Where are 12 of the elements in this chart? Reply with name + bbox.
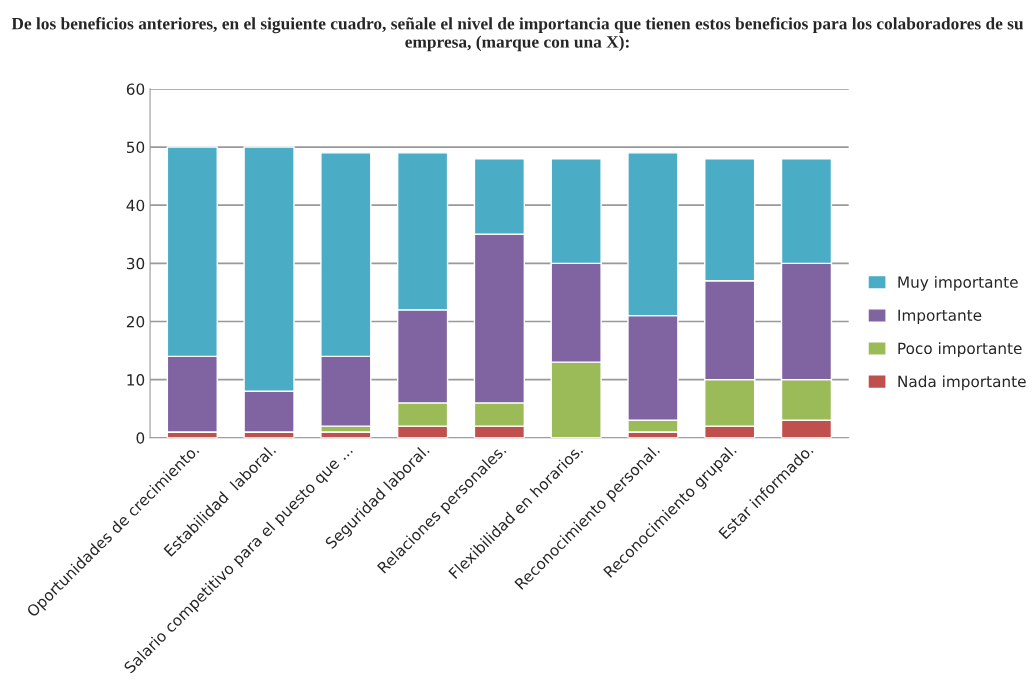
legend-label: Poco importante (898, 342, 1022, 358)
chart-title: De los beneficios anteriores, en el siguiente cuadro, señale el nivel de importancia que tienen estos beneficios para los colaboradores de su empresa, (marque con una X): (11, 17, 1024, 52)
legend-label: Nada importante (898, 375, 1026, 391)
legend-label: Importante (898, 309, 982, 324)
y-tick-label: 0 (136, 432, 145, 444)
legend-label: Muy importante (898, 276, 1018, 291)
y-tick-label: 20 (126, 315, 145, 328)
y-tick-label: 40 (126, 199, 145, 212)
y-tick-label: 30 (126, 257, 145, 270)
y-tick-label: 10 (127, 374, 145, 386)
y-tick-label: 50 (126, 141, 145, 154)
y-tick-label: 60 (126, 83, 145, 95)
